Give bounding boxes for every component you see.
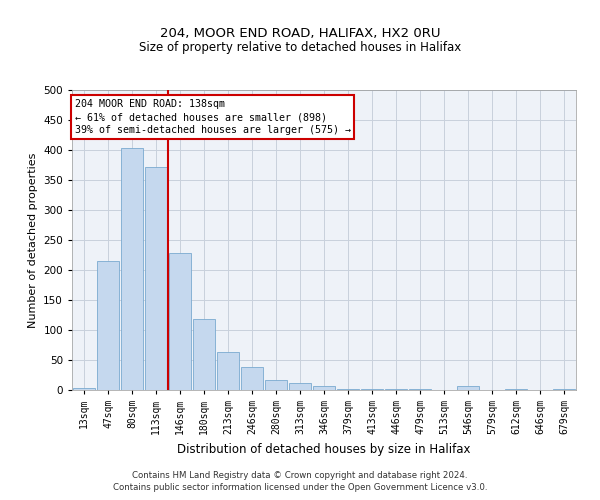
Bar <box>361 389 383 390</box>
Bar <box>145 168 167 390</box>
Text: Size of property relative to detached houses in Halifax: Size of property relative to detached ho… <box>139 41 461 54</box>
Bar <box>409 389 431 390</box>
Text: Contains public sector information licensed under the Open Government Licence v3: Contains public sector information licen… <box>113 484 487 492</box>
Bar <box>121 148 143 390</box>
Bar <box>313 386 335 390</box>
Bar <box>217 352 239 390</box>
Bar <box>289 384 311 390</box>
Bar <box>457 386 479 390</box>
Text: Contains HM Land Registry data © Crown copyright and database right 2024.: Contains HM Land Registry data © Crown c… <box>132 471 468 480</box>
Bar <box>73 388 95 390</box>
Bar <box>193 319 215 390</box>
X-axis label: Distribution of detached houses by size in Halifax: Distribution of detached houses by size … <box>177 442 471 456</box>
Text: 204 MOOR END ROAD: 138sqm
← 61% of detached houses are smaller (898)
39% of semi: 204 MOOR END ROAD: 138sqm ← 61% of detac… <box>74 99 350 136</box>
Bar <box>169 253 191 390</box>
Bar <box>337 389 359 390</box>
Bar <box>97 261 119 390</box>
Bar <box>505 389 527 390</box>
Bar <box>265 380 287 390</box>
Y-axis label: Number of detached properties: Number of detached properties <box>28 152 38 328</box>
Text: 204, MOOR END ROAD, HALIFAX, HX2 0RU: 204, MOOR END ROAD, HALIFAX, HX2 0RU <box>160 28 440 40</box>
Bar <box>241 367 263 390</box>
Bar <box>385 389 407 390</box>
